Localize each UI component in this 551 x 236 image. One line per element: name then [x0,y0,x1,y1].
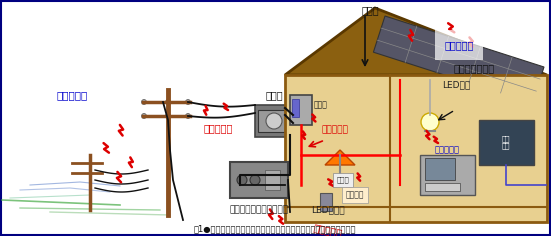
Text: 伝導妨害波: 伝導妨害波 [203,123,233,133]
Text: 伝導妨害波: 伝導妨害波 [322,126,348,135]
Circle shape [142,100,147,105]
Text: パワーコンディショナー: パワーコンディショナー [229,206,289,215]
Text: 太陽電池パネル: 太陽電池パネル [453,63,495,73]
Circle shape [250,175,260,185]
Text: 変圧器: 変圧器 [337,177,349,183]
Text: 放射妨害波: 放射妨害波 [435,146,460,155]
Circle shape [421,113,439,131]
Text: LEDランプ: LEDランプ [311,206,345,215]
Bar [292,99,299,117]
Circle shape [186,100,191,105]
Bar [265,170,280,190]
Text: 電力線: 電力線 [314,100,328,109]
Text: 分電盤: 分電盤 [361,5,379,15]
Bar [290,95,312,125]
Circle shape [142,114,147,118]
Polygon shape [325,150,355,165]
Bar [230,162,288,198]
Circle shape [186,114,191,118]
Bar [425,158,455,180]
Bar [420,155,475,195]
Bar [479,120,534,165]
Text: 受信
障害: 受信 障害 [502,135,510,149]
Text: 放射妨害波: 放射妨害波 [56,90,88,100]
Polygon shape [285,8,547,75]
Text: 電力計: 電力計 [265,90,283,100]
Circle shape [266,113,282,129]
Text: 放射妨害波: 放射妨害波 [444,40,474,50]
Bar [255,105,293,137]
Circle shape [165,100,170,105]
Text: 図1●省エネ機器からの放射雑音による通信・放送システムの受信障害: 図1●省エネ機器からの放射雑音による通信・放送システムの受信障害 [194,224,356,233]
Bar [425,183,460,191]
Text: LED電球: LED電球 [442,80,470,89]
Text: 受信障害: 受信障害 [345,190,364,199]
Polygon shape [374,16,544,103]
Circle shape [165,114,170,118]
Bar [258,110,290,132]
Bar [285,75,547,222]
Circle shape [237,175,247,185]
Text: 伝導妨害波: 伝導妨害波 [312,222,343,236]
Bar [320,193,332,211]
